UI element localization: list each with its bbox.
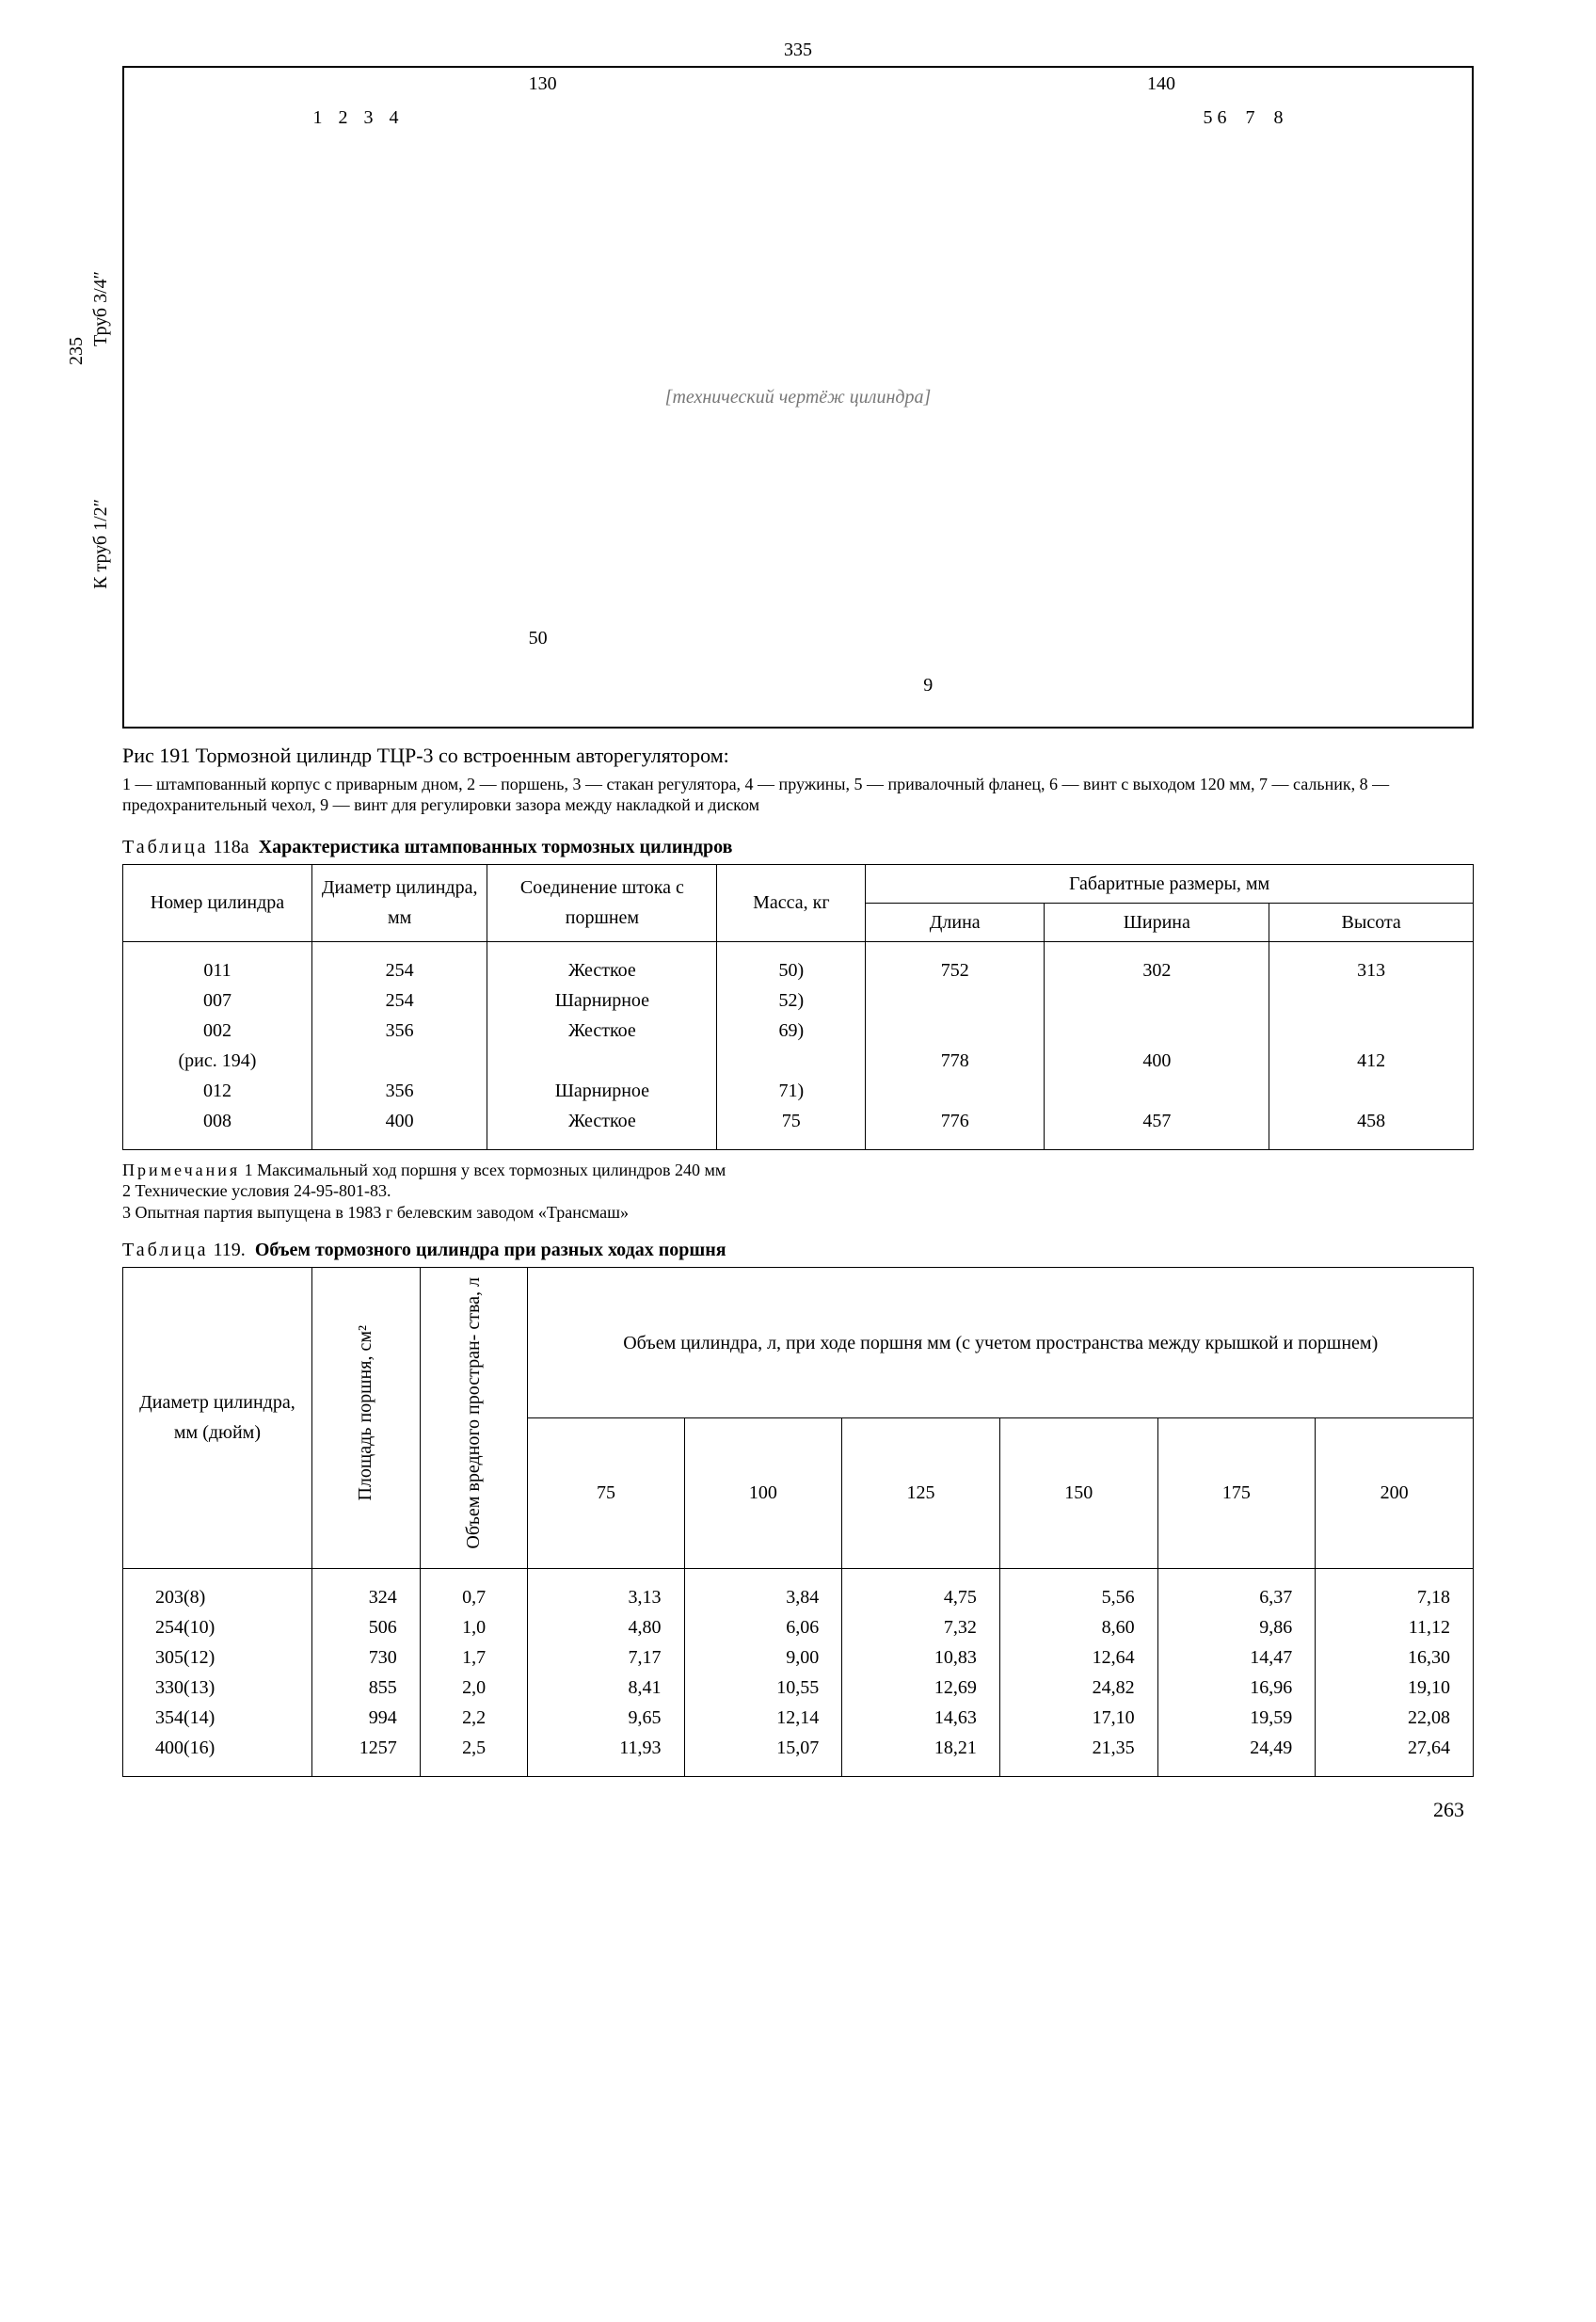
t119-col-150: 5,568,6012,6424,8217,1021,35 — [999, 1568, 1157, 1776]
figure-legend: 1 — штампованный корпус с приварным дном… — [122, 774, 1474, 816]
t119-h-harm: Объем вредного простран- ства, л — [463, 1272, 485, 1555]
dim-140: 140 — [1147, 72, 1175, 97]
dim-trub34: Труб 3/4″ — [90, 265, 112, 352]
t118-h-gabs: Габаритные размеры, мм — [866, 864, 1474, 903]
table-119-title: Таблица 119. Объем тормозного цилиндра п… — [122, 1238, 1474, 1263]
t119-prefix: Таблица — [122, 1240, 209, 1260]
t119-col-d: 203(8)254(10)305(12)330(13)354(14)400(16… — [123, 1568, 312, 1776]
t119-num: 119. — [214, 1240, 246, 1260]
t118-col-l: 752 778 776 — [866, 941, 1045, 1149]
t118-h-massa: Масса, кг — [717, 864, 866, 941]
t119-h-area: Площадь поршня, см² — [355, 1320, 376, 1507]
t119-col-75: 3,134,807,178,419,6511,93 — [528, 1568, 684, 1776]
t119-col-100: 3,846,069,0010,5512,1415,07 — [684, 1568, 842, 1776]
callout-9: 9 — [923, 673, 933, 698]
dim-ktrub12: К труб 1/2″ — [90, 493, 112, 595]
t118-col-n: 011007002(рис. 194)012008 — [123, 941, 312, 1149]
t119-sub-5: 200 — [1316, 1417, 1474, 1568]
t119-col-v: 0,71,01,72,02,22,5 — [420, 1568, 528, 1776]
callouts-left: 1 2 3 4 — [312, 105, 404, 131]
t118-h-conn: Соединение штока с поршнем — [487, 864, 717, 941]
t118-notes-label: Примечания — [122, 1161, 240, 1179]
t118-h-diam: Диаметр цилиндра, мм — [311, 864, 487, 941]
t118-col-d: 254254356 356400 — [311, 941, 487, 1149]
t119-sub-1: 100 — [684, 1417, 842, 1568]
dim-50: 50 — [529, 626, 548, 651]
t119-h-vol: Объем цилиндра, л, при ходе поршня мм (с… — [528, 1268, 1474, 1418]
callouts-right: 5 6 7 8 — [1204, 105, 1284, 131]
page-number: 263 — [85, 1796, 1464, 1824]
t119-sub-0: 75 — [528, 1417, 684, 1568]
figure-caption: Рис 191 Тормозной цилиндр ТЦР-3 со встро… — [122, 742, 1474, 770]
table-118a: Номер цилиндра Диаметр цилиндра, мм Соед… — [122, 864, 1474, 1150]
table-118a-title: Таблица 118а Характеристика штампованных… — [122, 835, 1474, 860]
figure-placeholder: [технический чертёж цилиндра] — [665, 385, 932, 410]
t119-sub-3: 150 — [999, 1417, 1157, 1568]
t118-text: Характеристика штампованных тормозных ци… — [259, 837, 733, 857]
dim-130: 130 — [529, 72, 557, 97]
dim-235: 235 — [66, 331, 88, 371]
t118-h-wid: Ширина — [1045, 903, 1269, 941]
t119-text: Объем тормозного цилиндра при разных ход… — [255, 1240, 726, 1260]
t118-h-hgt: Высота — [1269, 903, 1474, 941]
t118-col-m: 50)52)69) 71)75 — [717, 941, 866, 1149]
t119-sub-4: 175 — [1157, 1417, 1316, 1568]
t118-col-c: ЖесткоеШарнирноеЖесткое ШарнирноеЖесткое — [487, 941, 717, 1149]
t118-note3: 3 Опытная партия выпущена в 1983 г белев… — [122, 1203, 629, 1222]
t118-h-nomer: Номер цилиндра — [123, 864, 312, 941]
t119-h-diam: Диаметр цилиндра, мм (дюйм) — [123, 1268, 312, 1569]
dim-335: 335 — [784, 38, 812, 63]
figure-drawing: 335 130 140 1 2 3 4 5 6 7 8 9 50 Труб 3/… — [122, 66, 1474, 729]
t118-col-w: 302 400 457 — [1045, 941, 1269, 1149]
t119-col-a: 3245067308559941257 — [311, 1568, 420, 1776]
table-118a-notes: Примечания 1 Максимальный ход поршня у в… — [122, 1160, 1474, 1224]
t119-col-200: 7,1811,1216,3019,1022,0827,64 — [1316, 1568, 1474, 1776]
t118-h-len: Длина — [866, 903, 1045, 941]
table-119: Диаметр цилиндра, мм (дюйм) Площадь порш… — [122, 1267, 1474, 1777]
t119-col-125: 4,757,3210,8312,6914,6318,21 — [842, 1568, 1000, 1776]
t118-note1: 1 Максимальный ход поршня у всех тормозн… — [245, 1161, 726, 1179]
t119-col-175: 6,379,8614,4716,9619,5924,49 — [1157, 1568, 1316, 1776]
t118-prefix: Таблица — [122, 837, 209, 857]
t118-num: 118а — [214, 837, 249, 857]
t119-sub-2: 125 — [842, 1417, 1000, 1568]
t118-col-h: 313 412 458 — [1269, 941, 1474, 1149]
t118-note2: 2 Технические условия 24-95-801-83. — [122, 1181, 391, 1200]
